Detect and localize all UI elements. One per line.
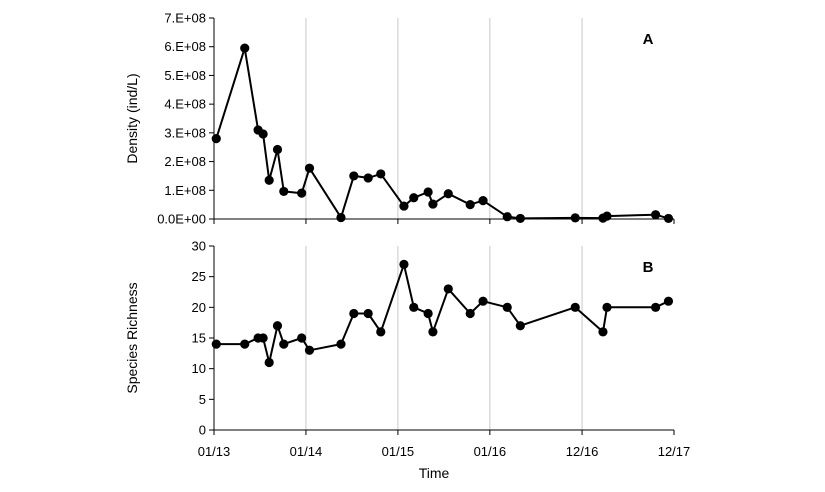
- y-tick-label-b-4: 20: [192, 300, 206, 315]
- data-point-b-5: [272, 321, 283, 331]
- x-axis-title: Time: [419, 465, 450, 481]
- data-point-a-6: [279, 186, 289, 197]
- x-tick-label-3: 01/16: [474, 444, 507, 459]
- data-point-b-23: [598, 327, 608, 337]
- panel-a: 0.0E+00 1.E+08 2.E+08 3.E+08 4.E+08 5.E+08 6.E…: [124, 11, 675, 227]
- data-point-b-21: [515, 321, 525, 331]
- y-axis-title-a: Density (ind/L): [124, 73, 140, 163]
- y-tick-label-a-3: 3.E+08: [164, 125, 206, 140]
- data-point-b-19: [478, 296, 488, 306]
- y-tick-label-a-1: 1.E+08: [164, 183, 206, 198]
- data-point-b-17: [443, 284, 453, 294]
- data-point-a-25: [651, 210, 661, 220]
- data-point-b-13: [399, 259, 409, 269]
- data-point-a-8: [304, 163, 315, 173]
- y-tick-label-a-2: 2.E+08: [164, 154, 206, 169]
- data-point-b-11: [363, 308, 373, 319]
- data-point-a-20: [502, 212, 512, 222]
- data-point-b-4: [264, 357, 274, 368]
- data-point-b-8: [304, 345, 315, 355]
- data-point-b-14: [409, 302, 419, 312]
- x-tick-label-0: 01/13: [198, 444, 231, 459]
- data-point-a-24: [602, 211, 612, 221]
- y-tick-label-b-6: 30: [192, 239, 206, 254]
- data-point-a-4: [264, 175, 274, 185]
- data-point-a-22: [570, 213, 580, 223]
- data-point-a-16: [428, 199, 438, 209]
- data-point-b-0: [211, 339, 221, 349]
- data-point-b-12: [376, 327, 386, 337]
- data-point-b-20: [502, 302, 512, 312]
- data-point-b-24: [602, 302, 612, 312]
- x-axis: 01/13 01/14 01/15 01/16 12/16 12/17 Time: [198, 444, 691, 481]
- data-point-b-16: [428, 327, 438, 337]
- data-point-a-13: [399, 201, 409, 211]
- data-point-a-14: [409, 193, 419, 203]
- y-tick-label-b-0: 0: [199, 423, 206, 438]
- y-tick-label-b-5: 25: [192, 269, 206, 284]
- y-axis-title-b: Species Richness: [124, 282, 140, 393]
- y-tick-label-a-7: 7.E+08: [164, 11, 206, 26]
- y-tick-label-a-0: 0.0E+00: [157, 212, 206, 227]
- x-tick-label-2: 01/15: [382, 444, 415, 459]
- x-tick-label-5: 12/17: [658, 444, 691, 459]
- y-tick-label-b-3: 15: [192, 331, 206, 346]
- data-point-a-26: [663, 213, 674, 224]
- data-point-a-5: [272, 144, 283, 155]
- data-point-a-15: [423, 187, 433, 197]
- data-point-b-22: [570, 302, 580, 312]
- data-point-a-21: [515, 213, 525, 224]
- data-point-b-18: [465, 308, 475, 319]
- y-tick-label-a-6: 6.E+08: [164, 39, 206, 54]
- data-point-a-12: [376, 169, 386, 179]
- panel-b: 0 5 10 15 20 25 30 Species Richness B: [124, 239, 675, 438]
- data-point-b-26: [663, 296, 674, 306]
- data-point-b-7: [297, 333, 307, 343]
- x-tick-label-1: 01/14: [290, 444, 323, 459]
- data-point-b-1: [240, 339, 250, 349]
- data-point-a-17: [443, 189, 453, 199]
- data-point-b-25: [651, 302, 661, 312]
- data-point-a-9: [336, 212, 346, 223]
- x-tick-label-4: 12/16: [566, 444, 599, 459]
- data-point-b-10: [349, 308, 359, 319]
- panel-label-b: B: [643, 259, 654, 276]
- panel-label-a: A: [643, 31, 654, 48]
- y-tick-label-a-5: 5.E+08: [164, 68, 206, 83]
- y-tick-label-a-4: 4.E+08: [164, 97, 206, 112]
- data-point-b-3: [258, 333, 268, 343]
- y-tick-label-b-1: 5: [199, 392, 206, 407]
- data-point-a-19: [478, 196, 488, 206]
- data-point-a-18: [465, 200, 475, 210]
- data-point-b-9: [336, 339, 346, 349]
- y-tick-label-b-2: 10: [192, 361, 206, 376]
- data-point-a-10: [349, 171, 359, 181]
- data-point-a-3: [258, 129, 268, 139]
- data-point-b-6: [279, 339, 289, 349]
- data-point-a-7: [297, 188, 307, 198]
- data-point-a-0: [211, 134, 221, 144]
- data-point-b-15: [423, 308, 433, 319]
- data-point-a-1: [240, 43, 250, 53]
- data-point-a-11: [363, 173, 373, 183]
